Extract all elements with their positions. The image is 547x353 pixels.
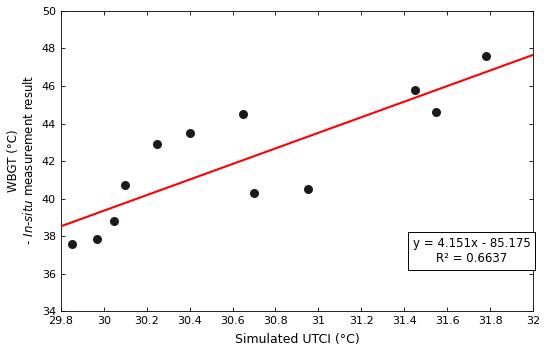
Point bbox=[153, 142, 162, 147]
Point bbox=[121, 183, 130, 188]
Point bbox=[185, 130, 194, 136]
Point bbox=[432, 109, 441, 115]
Point bbox=[239, 111, 248, 117]
Point bbox=[110, 219, 119, 224]
X-axis label: Simulated UTCI (°C): Simulated UTCI (°C) bbox=[235, 333, 359, 346]
Point bbox=[303, 186, 312, 192]
Point bbox=[67, 241, 76, 246]
Y-axis label: WBGT (°C)
 - $\it{In}$-$\it{situ}$ measurement result: WBGT (°C) - $\it{In}$-$\it{situ}$ measur… bbox=[7, 74, 36, 248]
Point bbox=[93, 236, 102, 242]
Point bbox=[249, 190, 258, 196]
Point bbox=[411, 87, 420, 92]
Point bbox=[481, 53, 490, 59]
Text: y = 4.151x - 85.175
R² = 0.6637: y = 4.151x - 85.175 R² = 0.6637 bbox=[413, 237, 531, 265]
